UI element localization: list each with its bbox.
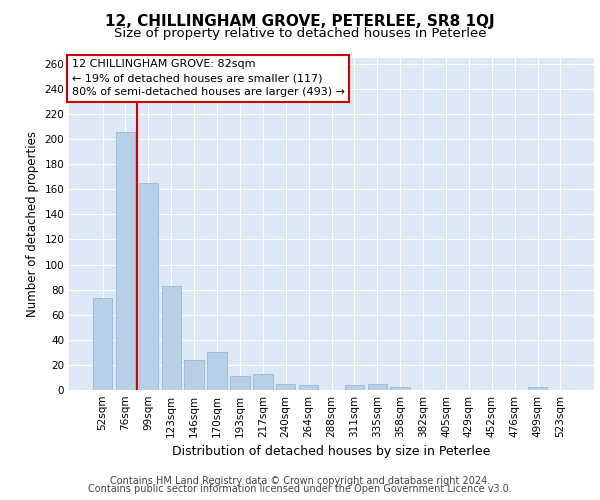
Bar [276,384,295,390]
Bar [253,374,272,390]
Bar [299,385,319,390]
Bar [184,360,204,390]
Text: Contains HM Land Registry data © Crown copyright and database right 2024.: Contains HM Land Registry data © Crown c… [110,476,490,486]
Bar [208,352,227,390]
Text: 12, CHILLINGHAM GROVE, PETERLEE, SR8 1QJ: 12, CHILLINGHAM GROVE, PETERLEE, SR8 1QJ [105,14,495,29]
Y-axis label: Number of detached properties: Number of detached properties [26,130,39,317]
Bar [528,388,547,390]
X-axis label: Distribution of detached houses by size in Peterlee: Distribution of detached houses by size … [172,446,491,458]
Bar [93,298,112,390]
Bar [161,286,181,390]
Bar [344,385,364,390]
Bar [116,132,135,390]
Bar [230,376,250,390]
Text: Contains public sector information licensed under the Open Government Licence v3: Contains public sector information licen… [88,484,512,494]
Bar [391,388,410,390]
Bar [139,183,158,390]
Text: Size of property relative to detached houses in Peterlee: Size of property relative to detached ho… [114,28,486,40]
Bar [368,384,387,390]
Text: 12 CHILLINGHAM GROVE: 82sqm
← 19% of detached houses are smaller (117)
80% of se: 12 CHILLINGHAM GROVE: 82sqm ← 19% of det… [71,59,344,97]
